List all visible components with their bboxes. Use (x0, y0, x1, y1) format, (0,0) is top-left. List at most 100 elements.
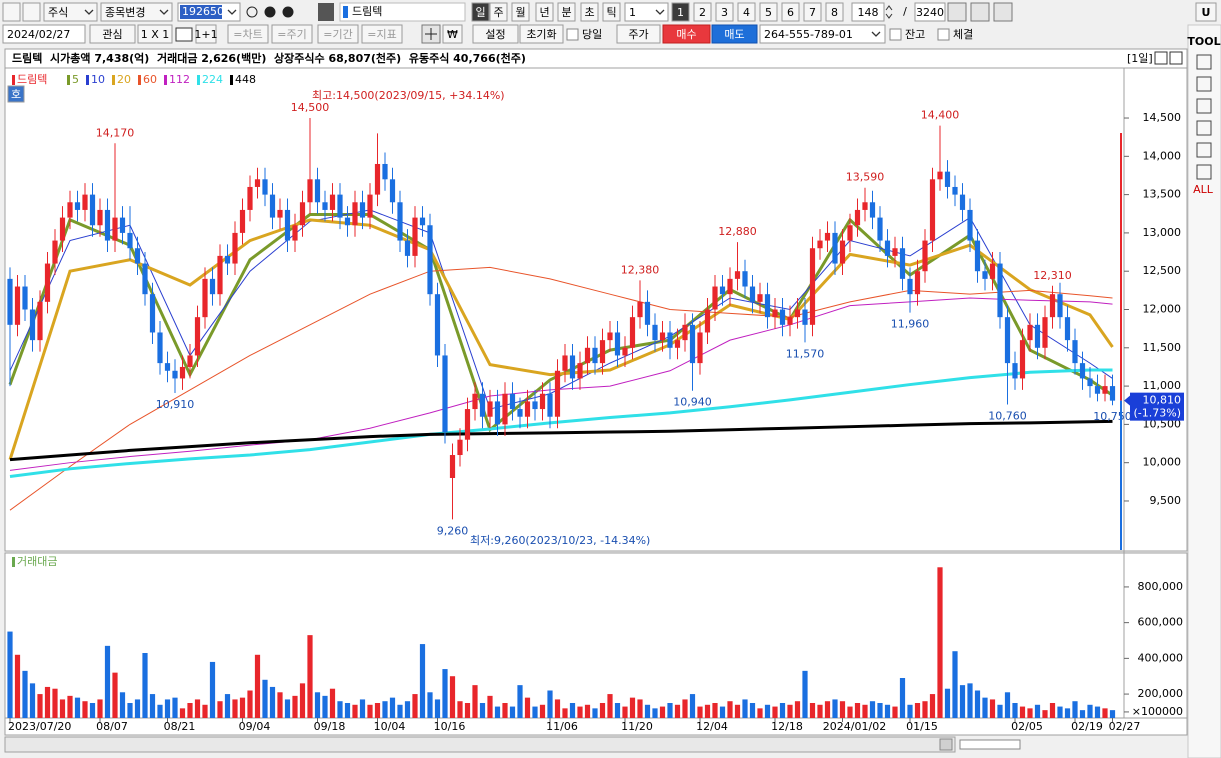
icon-button[interactable] (22, 2, 41, 22)
checkbox[interactable] (566, 28, 579, 41)
candle-body (1049, 294, 1056, 318)
period-button[interactable] (580, 2, 599, 22)
tab-button[interactable] (361, 24, 403, 44)
period-button[interactable] (511, 2, 530, 22)
split-button[interactable] (195, 24, 217, 44)
account-select[interactable] (759, 24, 886, 44)
page-button[interactable] (781, 2, 800, 22)
account-select-label: 264-555-789-01 (764, 28, 853, 41)
candle-body (37, 301, 43, 341)
count-input[interactable] (851, 2, 885, 22)
volume-bar (1094, 706, 1101, 718)
tab-button[interactable] (227, 24, 269, 44)
date-field[interactable] (2, 24, 86, 44)
x-tick-label: 2023/07/20 (8, 720, 71, 733)
tool-icon[interactable] (1196, 142, 1212, 158)
tool-icon[interactable] (1196, 120, 1212, 136)
volume-bar (104, 645, 111, 718)
page-button[interactable] (693, 2, 712, 22)
volume-bar (494, 706, 501, 718)
tab-button[interactable] (317, 24, 359, 44)
x-tick-label: 10/04 (374, 720, 406, 733)
candle-body (187, 355, 193, 367)
page-button[interactable] (671, 2, 690, 22)
icon-button[interactable] (970, 2, 990, 22)
page-button-label: 7 (809, 6, 816, 19)
moving-average (9, 419, 1113, 462)
candle-body (7, 278, 13, 325)
interval-select[interactable] (624, 2, 669, 22)
volume-bar (592, 708, 598, 718)
alert-icon[interactable] (282, 6, 294, 18)
tool-icon[interactable] (1196, 164, 1212, 180)
candle-body (742, 271, 748, 287)
icon-button[interactable] (2, 2, 21, 22)
split-button-label: 1+1 (194, 28, 217, 41)
tool-icon[interactable] (1196, 54, 1212, 70)
scroll-thumb[interactable] (939, 738, 953, 751)
candle-body (179, 366, 186, 379)
price-button[interactable] (616, 24, 661, 44)
total-field[interactable] (914, 2, 946, 22)
scrollbar[interactable] (4, 736, 956, 753)
user-button[interactable] (1195, 2, 1217, 22)
page-button[interactable] (715, 2, 734, 22)
tool-icon[interactable] (1196, 98, 1212, 114)
candle-body (149, 294, 156, 333)
candle-body (824, 232, 831, 241)
volume-bar (194, 699, 201, 718)
page-button[interactable] (737, 2, 756, 22)
star-icon[interactable] (264, 6, 276, 18)
page-button[interactable] (803, 2, 822, 22)
volume-bar (787, 704, 793, 718)
tool-icon[interactable] (1196, 76, 1212, 92)
search-icon[interactable] (246, 6, 258, 18)
icon-button[interactable] (993, 2, 1013, 22)
reset-button[interactable] (519, 24, 564, 44)
market-select[interactable] (43, 2, 98, 22)
tool-column (1187, 24, 1221, 758)
checkbox[interactable] (937, 28, 950, 41)
volume-bar (877, 703, 883, 718)
candle-body (269, 194, 276, 218)
calendar-icon[interactable] (175, 27, 193, 42)
volume-bar (97, 699, 103, 718)
layout-button[interactable] (137, 24, 173, 44)
checkbox[interactable] (889, 28, 902, 41)
won-button[interactable] (442, 24, 463, 44)
window-button[interactable] (1169, 51, 1183, 65)
x-tick-label: 02/05 (1011, 720, 1043, 733)
tab-button[interactable] (271, 24, 313, 44)
dropdown-arrow (159, 9, 169, 15)
zoom-slider[interactable] (959, 739, 1021, 750)
watch-button[interactable] (89, 24, 136, 44)
page-button[interactable] (825, 2, 844, 22)
icon-button[interactable] (947, 2, 967, 22)
volume-bar (644, 704, 651, 718)
period-button[interactable] (602, 2, 621, 22)
settings-button[interactable] (472, 24, 519, 44)
sell-button[interactable] (711, 24, 758, 44)
period-button[interactable] (535, 2, 554, 22)
volume-bar (547, 690, 553, 718)
hint-button[interactable] (7, 85, 25, 103)
last-price-pointer (1124, 395, 1130, 406)
period-button[interactable] (471, 2, 490, 22)
legend-label: 224 (202, 73, 223, 86)
change-select[interactable] (100, 2, 173, 22)
period-button[interactable] (489, 2, 508, 22)
candle-body (412, 217, 418, 256)
buy-button[interactable] (662, 24, 711, 44)
compare-icon[interactable] (318, 3, 334, 21)
y-tick-label: 9,500 (1150, 494, 1182, 507)
candle-body (322, 202, 328, 210)
volume-bar (1057, 706, 1063, 718)
volume-bar (659, 706, 666, 718)
period-button[interactable] (557, 2, 576, 22)
volume-bar (937, 567, 943, 718)
window-button[interactable] (1154, 51, 1168, 65)
low-label: 11,570 (786, 347, 825, 360)
page-button[interactable] (759, 2, 778, 22)
